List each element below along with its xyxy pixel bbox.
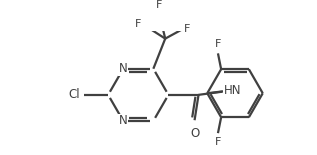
Text: N: N	[119, 62, 128, 75]
Text: F: F	[215, 137, 221, 147]
Text: HN: HN	[224, 84, 242, 97]
Text: F: F	[215, 39, 221, 49]
Text: Cl: Cl	[69, 88, 81, 101]
Text: N: N	[119, 114, 128, 127]
Text: F: F	[135, 19, 141, 29]
Text: F: F	[184, 24, 191, 34]
Text: F: F	[156, 0, 162, 10]
Text: O: O	[190, 126, 199, 140]
